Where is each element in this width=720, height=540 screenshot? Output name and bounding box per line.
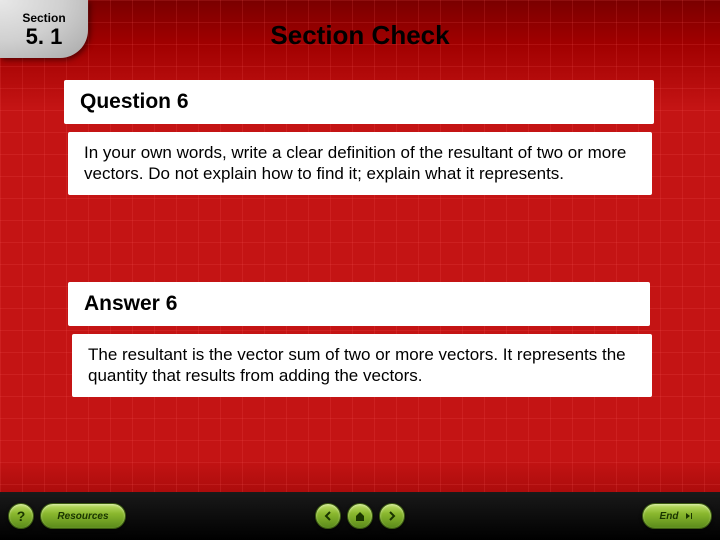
answer-body: The resultant is the vector sum of two o… xyxy=(72,334,652,397)
end-arrow-icon xyxy=(684,511,694,521)
nav-right-group: End xyxy=(642,503,712,529)
home-button[interactable] xyxy=(347,503,373,529)
next-button[interactable] xyxy=(379,503,405,529)
end-label: End xyxy=(660,511,679,522)
end-button[interactable]: End xyxy=(642,503,712,529)
question-body: In your own words, write a clear definit… xyxy=(68,132,652,195)
slide: Section 5. 1 Section Check Question 6 In… xyxy=(0,0,720,540)
question-heading: Question 6 xyxy=(64,80,654,124)
help-icon: ? xyxy=(17,508,26,524)
answer-heading: Answer 6 xyxy=(68,282,650,326)
chevron-left-icon xyxy=(323,511,333,521)
home-icon xyxy=(354,510,366,522)
nav-center-group xyxy=(315,503,405,529)
resources-label: Resources xyxy=(57,511,108,522)
prev-button[interactable] xyxy=(315,503,341,529)
resources-button[interactable]: Resources xyxy=(40,503,126,529)
help-button[interactable]: ? xyxy=(8,503,34,529)
page-title: Section Check xyxy=(0,20,720,51)
chevron-right-icon xyxy=(387,511,397,521)
nav-left-group: ? Resources xyxy=(8,503,126,529)
bottom-nav-bar: ? Resources End xyxy=(0,492,720,540)
